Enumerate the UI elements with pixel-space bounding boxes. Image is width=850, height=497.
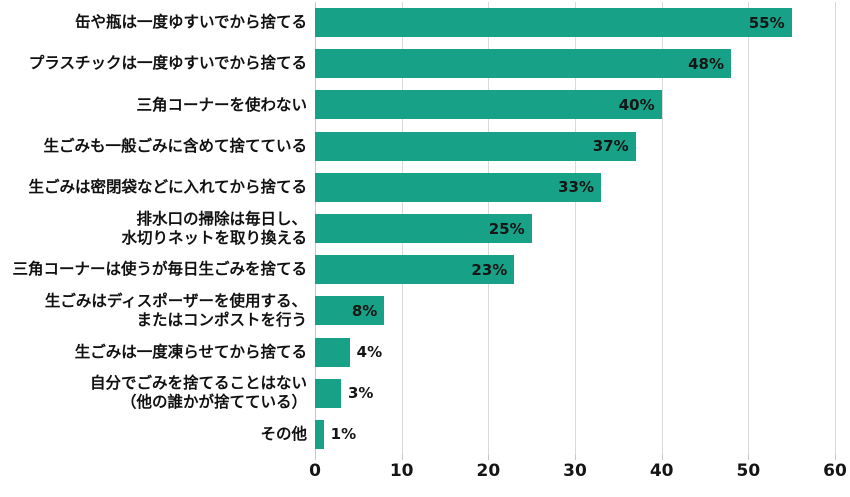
bar [315, 378, 341, 408]
bar [315, 419, 324, 449]
bar: 8% [315, 296, 385, 326]
bar-track: 3% [315, 373, 835, 414]
value-label: 55% [748, 13, 785, 32]
bar: 55% [315, 8, 792, 38]
x-tick-label: 20 [476, 461, 501, 481]
chart-row: その他 1% [0, 414, 835, 455]
bar-track: 4% [315, 332, 835, 373]
bar: 25% [315, 214, 532, 244]
gridline [835, 2, 836, 455]
bar-track: 37% [315, 126, 835, 167]
x-axis: 0 10 20 30 40 50 60 [309, 461, 847, 489]
category-label: 生ごみはディスポーザーを使用する、 またはコンポストを行う [44, 292, 307, 329]
chart-row: プラスチックは一度ゆすいでから捨てる 48% [0, 43, 835, 84]
category-label: 自分でごみを捨てることはない （他の誰かが捨てている） [89, 374, 307, 412]
value-label: 25% [488, 219, 525, 238]
value-label: 4% [356, 343, 383, 362]
bar-track: 25% [315, 208, 835, 249]
bar-track: 48% [315, 43, 835, 84]
x-tick-label: 50 [736, 461, 761, 481]
bar: 40% [315, 90, 662, 120]
x-tick-label: 30 [563, 461, 587, 481]
category-label: 三角コーナーは使うが毎日生ごみを捨てる [12, 260, 307, 279]
chart-row: 生ごみも一般ごみに含めて捨てている 37% [0, 126, 835, 167]
category-label: 缶や瓶は一度ゆすいでから捨てる [74, 13, 307, 32]
chart-row: 生ごみは密閉袋などに入れてから捨てる 33% [0, 167, 835, 208]
value-label: 33% [558, 178, 594, 197]
chart-row: 缶や瓶は一度ゆすいでから捨てる 55% [0, 2, 835, 43]
value-label: 48% [688, 54, 724, 73]
chart-row: 生ごみはディスポーザーを使用する、 またはコンポストを行う 8% [0, 290, 835, 331]
value-label: 40% [618, 95, 655, 114]
value-label: 1% [330, 425, 357, 444]
bar: 48% [315, 49, 731, 79]
bar-track: 40% [315, 84, 835, 125]
chart-row: 排水口の掃除は毎日し、 水切りネットを取り換える 25% [0, 208, 835, 249]
bar: 37% [315, 131, 636, 161]
category-label: 生ごみは密閉袋などに入れてから捨てる [28, 177, 307, 196]
tick-mark [401, 455, 403, 460]
value-label: 3% [348, 384, 374, 403]
category-label: その他 [260, 425, 307, 444]
tick-mark [575, 455, 576, 460]
category-label: プラスチックは一度ゆすいでから捨てる [28, 54, 307, 73]
value-label: 37% [592, 137, 629, 156]
category-label: 排水口の掃除は毎日し、 水切りネットを取り換える [121, 209, 307, 247]
bar-rows: 缶や瓶は一度ゆすいでから捨てる 55% プラスチックは一度ゆすいでから捨てる 48% 三… [0, 2, 835, 455]
chart-row: 三角コーナーを使わない 40% [0, 84, 835, 125]
bar [315, 337, 350, 367]
chart-row: 生ごみは一度凍らせてから捨てる 4% [0, 332, 835, 373]
gridline [748, 2, 750, 455]
tick-mark [748, 455, 750, 460]
category-label: 三角コーナーを使わない [136, 95, 307, 114]
category-label: 生ごみは一度凍らせてから捨てる [74, 342, 307, 361]
tick-mark [835, 455, 836, 460]
bar-track: 8% [315, 290, 835, 331]
gridline [575, 2, 576, 455]
value-label: 8% [351, 301, 378, 320]
x-tick-label: 0 [309, 461, 321, 481]
category-label: 生ごみも一般ごみに含めて捨てている [43, 136, 307, 155]
tick-mark [661, 455, 663, 460]
chart-row: 自分でごみを捨てることはない （他の誰かが捨てている） 3% [0, 373, 835, 414]
gridline [661, 2, 663, 455]
tick-mark [488, 455, 490, 460]
x-tick-label: 60 [823, 461, 847, 481]
bar: 23% [315, 255, 515, 285]
bar-track: 33% [315, 167, 835, 208]
bar-track: 1% [315, 414, 835, 455]
value-label: 23% [471, 260, 508, 279]
x-tick-label: 40 [649, 461, 674, 481]
x-tick-label: 10 [389, 461, 414, 481]
chart-row: 三角コーナーは使うが毎日生ごみを捨てる 23% [0, 249, 835, 290]
bar-track: 55% [315, 2, 835, 43]
tick-mark [315, 455, 316, 460]
bar-track: 23% [315, 249, 835, 290]
bar: 33% [315, 172, 601, 202]
